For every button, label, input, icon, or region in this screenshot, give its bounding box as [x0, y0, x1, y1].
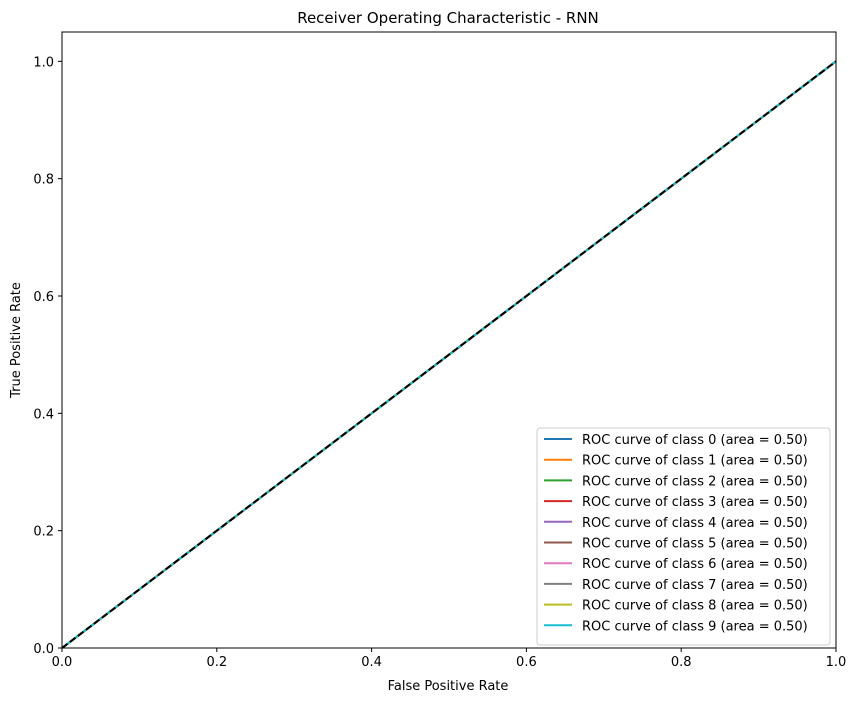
- legend-entry-class-4: ROC curve of class 4 (area = 0.50): [582, 516, 808, 531]
- x-tick-label: 0.6: [516, 655, 537, 670]
- x-tick-label: 0.4: [361, 655, 382, 670]
- y-tick-label: 1.0: [33, 55, 54, 70]
- y-tick-label: 0.4: [33, 407, 54, 422]
- legend-box: [536, 427, 831, 646]
- legend-entry-class-6: ROC curve of class 6 (area = 0.50): [582, 557, 808, 572]
- y-tick-label: 0.6: [33, 290, 54, 305]
- legend-entry-class-1: ROC curve of class 1 (area = 0.50): [582, 454, 808, 469]
- plot-area: [62, 60, 836, 648]
- legend-entry-class-9: ROC curve of class 9 (area = 0.50): [582, 619, 808, 634]
- plot-frame: [61, 31, 837, 649]
- legend-entry-class-5: ROC curve of class 5 (area = 0.50): [582, 537, 808, 552]
- x-tick-label: 0.0: [52, 655, 73, 670]
- y-tick-label: 0.8: [33, 173, 54, 188]
- y-tick-label: 0.2: [33, 525, 54, 540]
- legend: ROC curve of class 0 (area = 0.50) ROC cu…: [536, 427, 831, 646]
- x-tick-label: 1.0: [826, 655, 847, 670]
- chart-title: Receiver Operating Characteristic - RNN: [297, 9, 599, 27]
- x-axis-label: False Positive Rate: [388, 679, 509, 694]
- y-tick-label: 0.0: [33, 642, 54, 657]
- legend-entry-class-0: ROC curve of class 0 (area = 0.50): [582, 433, 808, 448]
- y-axis-label: True Positive Rate: [9, 282, 24, 399]
- reference-diagonal-line: [62, 60, 836, 648]
- x-tick-label: 0.8: [671, 655, 692, 670]
- legend-entry-class-7: ROC curve of class 7 (area = 0.50): [582, 578, 808, 593]
- x-tick-label: 0.2: [206, 655, 227, 670]
- legend-entry-class-8: ROC curve of class 8 (area = 0.50): [582, 599, 808, 614]
- legend-entry-class-3: ROC curve of class 3 (area = 0.50): [582, 495, 808, 510]
- legend-entry-class-2: ROC curve of class 2 (area = 0.50): [582, 474, 808, 489]
- axes-ticks: 0.0 0.2 0.4 0.6 0.8 1.0 0.0 0.2 0.4 0.6 0.8 1.0: [33, 55, 846, 670]
